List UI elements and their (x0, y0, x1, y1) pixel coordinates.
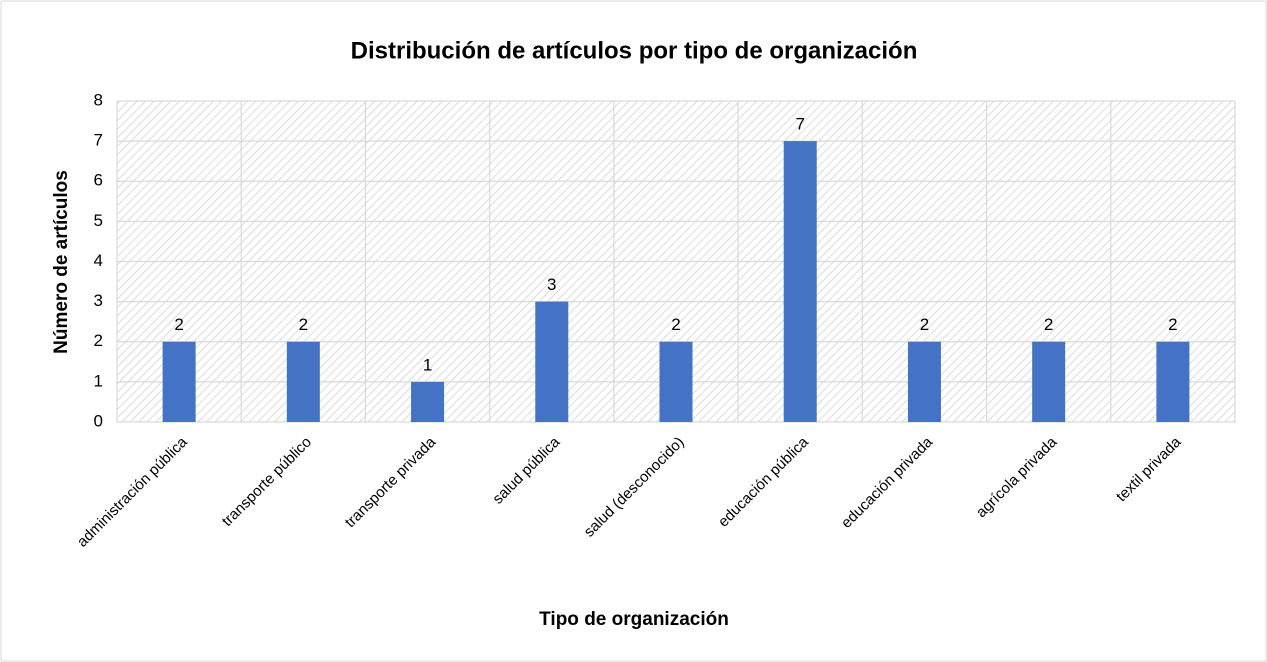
y-tick-label: 6 (94, 171, 103, 190)
data-label: 2 (920, 315, 929, 334)
y-tick-label: 1 (94, 371, 103, 390)
y-tick-label: 3 (94, 291, 103, 310)
bar (1032, 341, 1066, 422)
x-axis-label: Tipo de organización (539, 609, 729, 630)
y-tick-label: 4 (94, 251, 103, 270)
data-label: 2 (299, 315, 308, 334)
data-label: 2 (1044, 315, 1053, 334)
data-label: 3 (547, 275, 556, 294)
chart-title: Distribución de artículos por tipo de or… (351, 37, 918, 64)
bar (411, 381, 445, 422)
y-tick-label: 0 (94, 411, 103, 430)
y-tick-label: 7 (94, 131, 103, 150)
data-label: 2 (1168, 315, 1177, 334)
data-label: 7 (795, 115, 804, 134)
data-label: 2 (174, 315, 183, 334)
bar (907, 341, 941, 422)
bar (659, 341, 693, 422)
y-axis-label: Número de artículos (51, 170, 72, 354)
bar (783, 141, 817, 422)
data-label: 2 (671, 315, 680, 334)
bar (162, 341, 196, 422)
bar (535, 301, 569, 422)
y-tick-label: 8 (94, 90, 103, 109)
y-tick-label: 2 (94, 331, 103, 350)
y-tick-label: 5 (94, 211, 103, 230)
bar (1156, 341, 1190, 422)
data-label: 1 (423, 355, 432, 374)
bar (286, 341, 320, 422)
